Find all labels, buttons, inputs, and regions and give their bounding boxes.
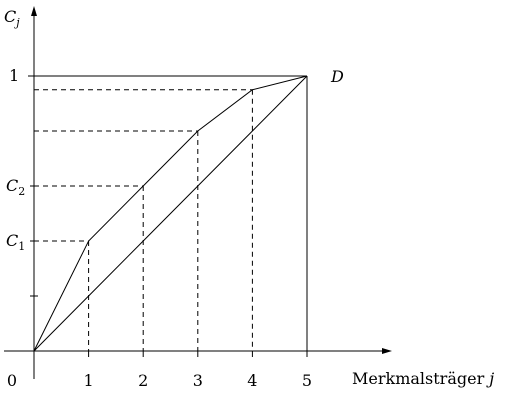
x-tick-label: 4	[247, 371, 257, 390]
x-tick-label: 5	[302, 371, 312, 390]
concentration-curve	[33, 75, 308, 352]
y-axis-arrow	[31, 6, 37, 16]
y-tick-label: C1	[6, 231, 25, 253]
y-tick-label: 1	[9, 66, 19, 85]
axes	[4, 6, 392, 379]
labels: 0 1 2 3 4 5 1 C2 C1 Cj Merkmalsträger j D	[4, 7, 494, 390]
x-tick-label: 2	[138, 371, 148, 390]
point-label-d: D	[330, 67, 344, 86]
dashed-guides	[34, 89, 253, 351]
y-axis-label: Cj	[4, 7, 20, 29]
curves	[33, 75, 308, 352]
equality-line	[33, 75, 308, 352]
x-axis-arrow	[382, 348, 392, 354]
y-tick-label: C2	[6, 176, 25, 198]
origin-label: 0	[7, 371, 17, 390]
x-tick-label: 1	[84, 371, 94, 390]
frame-lines	[28, 75, 308, 351]
x-axis-label: Merkmalsträger j	[352, 369, 494, 388]
x-tick-label: 3	[193, 371, 203, 390]
